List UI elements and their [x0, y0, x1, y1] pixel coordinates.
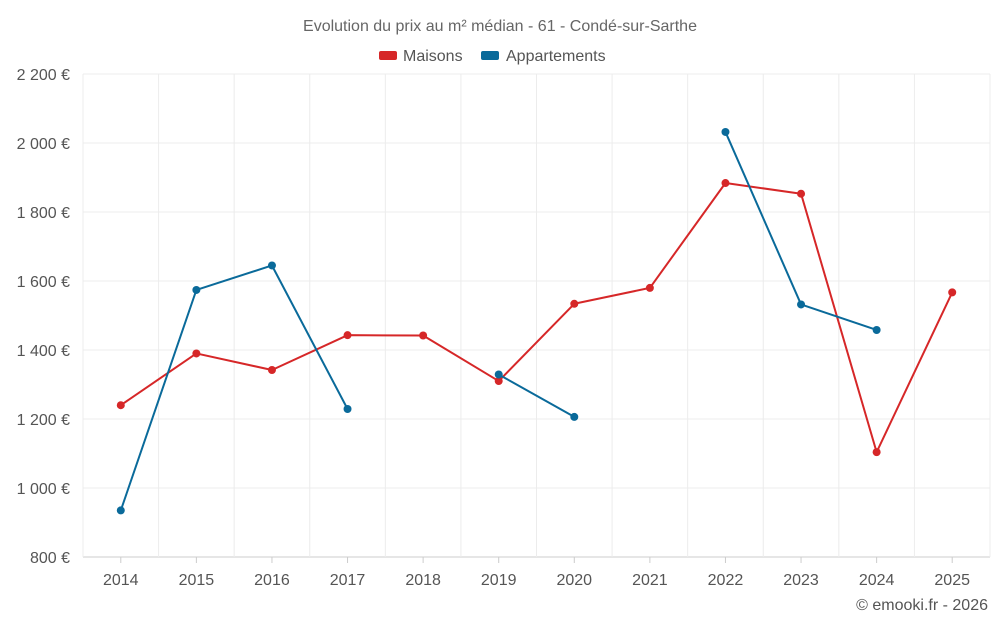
data-point-maisons-2017[interactable]	[343, 331, 352, 340]
x-tick-label: 2024	[859, 572, 895, 589]
data-point-appartements-2016[interactable]	[267, 261, 276, 270]
legend: Maisons Appartements	[379, 48, 606, 65]
series-line-appartements	[498, 373, 575, 418]
x-tick-label: 2017	[330, 572, 366, 589]
data-point-appartements-2017[interactable]	[343, 404, 352, 413]
y-tick-label: 800 €	[30, 550, 70, 567]
data-point-maisons-2018[interactable]	[419, 331, 428, 340]
legend-swatch-appartements	[481, 51, 499, 60]
credit-text: © emooki.fr - 2026	[856, 597, 988, 614]
data-point-maisons-2020[interactable]	[570, 299, 579, 308]
chart-title: Evolution du prix au m² médian - 61 - Co…	[303, 18, 697, 35]
y-tick-label: 1 000 €	[17, 481, 70, 498]
data-point-appartements-2020[interactable]	[570, 412, 579, 421]
data-point-appartements-2022[interactable]	[721, 127, 730, 136]
data-point-maisons-2016[interactable]	[267, 366, 276, 375]
data-point-maisons-2024[interactable]	[872, 448, 881, 457]
data-point-appartements-2023[interactable]	[797, 300, 806, 309]
x-tick-label: 2015	[179, 572, 215, 589]
x-tick-label: 2025	[934, 572, 970, 589]
x-tick-label: 2020	[556, 572, 592, 589]
legend-label-appartements[interactable]: Appartements	[506, 48, 606, 65]
y-tick-label: 1 400 €	[17, 343, 70, 360]
data-point-appartements-2024[interactable]	[872, 325, 881, 334]
data-point-maisons-2015[interactable]	[192, 349, 201, 358]
data-point-appartements-2014[interactable]	[116, 506, 125, 515]
series-line-maisons	[120, 182, 954, 454]
data-point-maisons-2021[interactable]	[645, 283, 654, 292]
data-point-maisons-2014[interactable]	[116, 401, 125, 410]
series-line-appartements	[724, 131, 877, 331]
legend-swatch-maisons	[379, 51, 397, 60]
x-tick-label: 2021	[632, 572, 668, 589]
data-point-appartements-2019[interactable]	[494, 370, 503, 379]
series-points	[116, 127, 957, 515]
data-point-appartements-2015[interactable]	[192, 285, 201, 294]
data-point-maisons-2022[interactable]	[721, 179, 730, 188]
x-tick-label: 2019	[481, 572, 517, 589]
y-tick-label: 1 200 €	[17, 412, 70, 429]
x-tick-label: 2018	[405, 572, 441, 589]
y-tick-label: 1 800 €	[17, 205, 70, 222]
legend-label-maisons[interactable]: Maisons	[403, 48, 463, 65]
x-tick-label: 2016	[254, 572, 290, 589]
x-axis-ticks: 2014 2015 2016 2017 2018 2019 2020 2021 2022 2023…	[103, 557, 970, 589]
data-point-maisons-2023[interactable]	[797, 189, 806, 198]
y-tick-label: 2 000 €	[17, 136, 70, 153]
gridlines	[82, 73, 991, 558]
data-point-maisons-2025[interactable]	[948, 288, 957, 297]
x-tick-label: 2022	[708, 572, 744, 589]
data-point-maisons-2019[interactable]	[494, 377, 503, 386]
y-axis-ticks: 800 € 1 000 € 1 200 € 1 400 € 1 600 € 1 800 €…	[17, 67, 70, 567]
y-tick-label: 1 600 €	[17, 274, 70, 291]
x-tick-label: 2023	[783, 572, 819, 589]
series-line-appartements	[119, 264, 349, 511]
y-tick-label: 2 200 €	[17, 67, 70, 84]
x-tick-label: 2014	[103, 572, 139, 589]
